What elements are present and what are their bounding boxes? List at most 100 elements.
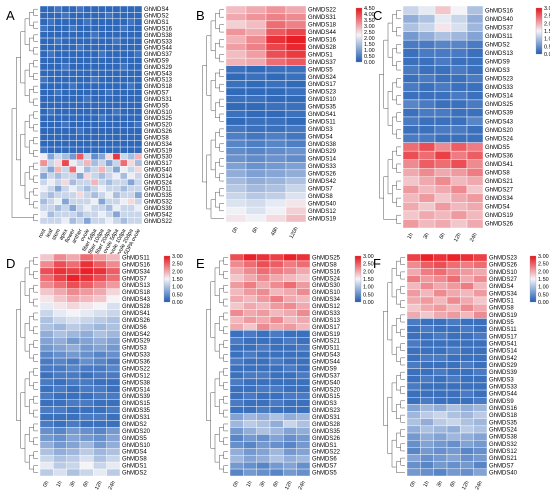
row-label: GhMDS13 bbox=[312, 318, 341, 324]
heatmap-cell bbox=[127, 185, 135, 193]
heatmap-cell bbox=[93, 468, 107, 477]
row-label: GhMDS35 bbox=[308, 105, 337, 111]
heatmap-cell bbox=[134, 127, 143, 135]
row-label: GhMDS20 bbox=[312, 387, 341, 393]
heatmap-cell bbox=[225, 124, 247, 133]
heatmap-cell bbox=[119, 121, 128, 129]
heatmap-cell bbox=[446, 411, 461, 419]
heatmap-cell bbox=[90, 31, 99, 39]
heatmap-cell bbox=[283, 260, 297, 269]
heatmap-cell bbox=[406, 260, 421, 269]
heatmap-cell bbox=[406, 282, 421, 291]
heatmap-cell bbox=[296, 413, 311, 421]
heatmap-cell bbox=[79, 434, 94, 442]
row-label: GhMDS2 bbox=[144, 14, 169, 20]
heatmap-cell bbox=[98, 114, 106, 122]
legend-tick-label: 2.00 bbox=[364, 36, 375, 42]
heatmap-cell bbox=[105, 25, 114, 32]
heatmap-cell bbox=[402, 39, 420, 49]
heatmap-cell bbox=[90, 178, 99, 186]
heatmap-cell bbox=[68, 210, 77, 218]
heatmap-cell bbox=[119, 12, 128, 20]
heatmap-cell bbox=[450, 219, 468, 229]
heatmap-cell bbox=[406, 411, 421, 419]
heatmap-cell bbox=[127, 101, 135, 109]
heatmap-cell bbox=[83, 166, 92, 173]
heatmap-cell bbox=[98, 191, 106, 199]
heatmap-cell bbox=[112, 95, 121, 103]
heatmap-cell bbox=[473, 404, 488, 412]
column-label: 0h bbox=[42, 480, 50, 488]
heatmap-cell bbox=[434, 108, 452, 118]
heatmap-cell bbox=[473, 425, 488, 434]
heatmap-cell bbox=[66, 260, 81, 269]
row-label: GhMDS19 bbox=[485, 213, 514, 219]
heatmap-cell bbox=[243, 323, 257, 331]
heatmap-cell bbox=[225, 162, 247, 171]
row-label: GhMDS40 bbox=[485, 17, 514, 23]
heatmap-cell bbox=[79, 350, 94, 359]
row-label: GhMDS42 bbox=[489, 356, 518, 362]
heatmap-cell bbox=[53, 406, 67, 414]
heatmap-cell bbox=[265, 110, 287, 118]
heatmap-cell bbox=[54, 198, 63, 205]
heatmap-cell bbox=[283, 343, 297, 352]
heatmap-cell bbox=[285, 139, 307, 148]
heatmap-cell bbox=[434, 99, 452, 109]
heatmap-cell bbox=[39, 12, 48, 20]
heatmap-cell bbox=[446, 253, 461, 262]
heatmap-cell bbox=[119, 95, 128, 103]
heatmap-cell bbox=[93, 461, 107, 470]
heatmap-cell bbox=[53, 295, 67, 303]
row-label: GhMDS1 bbox=[312, 443, 337, 449]
heatmap-cell bbox=[450, 210, 468, 220]
heatmap-cell bbox=[127, 172, 135, 180]
heatmap-cell bbox=[98, 95, 106, 103]
row-label: GhMDS36 bbox=[485, 153, 514, 159]
heatmap-cell bbox=[106, 253, 121, 262]
heatmap-cell bbox=[450, 150, 468, 160]
heatmap-cell bbox=[446, 432, 461, 441]
heatmap-cell bbox=[61, 25, 70, 32]
heatmap-cell bbox=[245, 102, 267, 111]
heatmap-cell bbox=[269, 330, 284, 338]
legend-tick-label: 0.00 bbox=[538, 300, 549, 306]
column-label: 6h bbox=[252, 226, 260, 234]
heatmap-cell bbox=[283, 337, 297, 345]
row-dendrogram bbox=[383, 257, 405, 473]
heatmap-cell bbox=[283, 357, 297, 366]
heatmap-cell bbox=[39, 260, 54, 269]
row-label: GhMDS18 bbox=[144, 84, 173, 90]
row-label: GhMDS20 bbox=[122, 429, 151, 435]
heatmap-cell bbox=[93, 413, 107, 421]
heatmap-cell bbox=[402, 142, 420, 152]
heatmap-cell bbox=[76, 76, 84, 84]
heatmap-cell bbox=[134, 5, 143, 13]
heatmap-cell bbox=[433, 397, 448, 405]
row-label: GhMDS5 bbox=[485, 145, 510, 151]
heatmap-cell bbox=[76, 12, 84, 20]
heatmap-cell bbox=[98, 18, 106, 26]
legend-tick-label: 2.50 bbox=[544, 14, 550, 20]
heatmap-cell bbox=[283, 468, 297, 477]
heatmap-cell bbox=[39, 309, 54, 317]
heatmap-cell bbox=[243, 343, 257, 352]
heatmap-cell bbox=[229, 343, 244, 352]
heatmap-cell bbox=[420, 311, 434, 319]
row-label: GhMDS13 bbox=[122, 283, 151, 289]
heatmap-cell bbox=[105, 18, 114, 26]
legend-tick-label: 2.50 bbox=[364, 30, 375, 36]
heatmap-cell bbox=[134, 57, 143, 64]
row-label: GhMDS22 bbox=[308, 8, 337, 14]
row-label: GhMDS16 bbox=[489, 406, 518, 412]
heatmap-cell bbox=[119, 25, 128, 32]
heatmap-cell bbox=[61, 185, 70, 193]
heatmap-cell bbox=[127, 198, 135, 205]
row-label: GhMDS24 bbox=[489, 427, 518, 433]
heatmap-cell bbox=[39, 140, 48, 148]
heatmap-cell bbox=[134, 31, 143, 39]
heatmap-cells bbox=[402, 5, 484, 229]
heatmap-cell bbox=[76, 101, 84, 109]
heatmap-cell bbox=[243, 288, 257, 296]
heatmap-cell bbox=[285, 28, 307, 36]
